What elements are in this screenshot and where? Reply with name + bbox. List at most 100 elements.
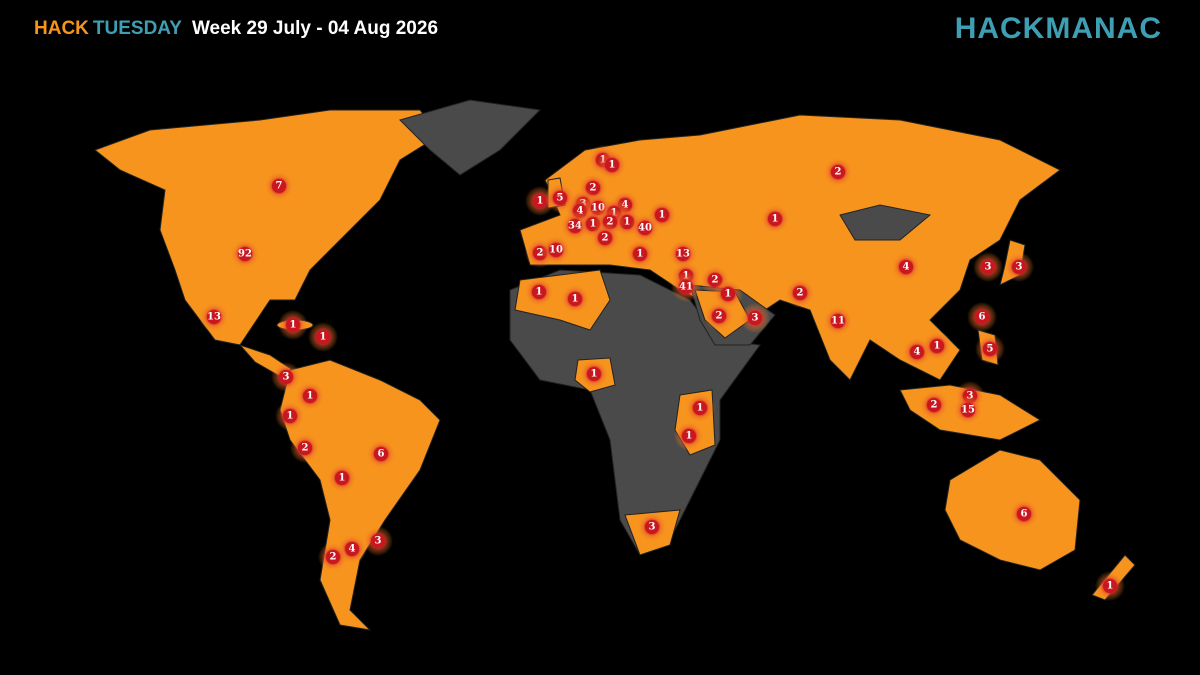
marker-count: 6 bbox=[979, 312, 986, 323]
marker bbox=[279, 370, 293, 384]
marker bbox=[283, 409, 297, 423]
marker bbox=[910, 345, 924, 359]
marker-count: 4 bbox=[349, 544, 356, 555]
marker bbox=[207, 310, 221, 324]
marker-count: 1 bbox=[320, 332, 327, 343]
marker-count: 2 bbox=[716, 311, 723, 322]
marker-count: 1 bbox=[536, 287, 543, 298]
marker bbox=[983, 342, 997, 356]
marker-count: 3 bbox=[752, 313, 759, 324]
marker bbox=[598, 231, 612, 245]
marker bbox=[831, 165, 845, 179]
marker bbox=[975, 310, 989, 324]
marker-count: 2 bbox=[712, 275, 719, 286]
marker-count: 1 bbox=[1107, 581, 1114, 592]
marker bbox=[693, 401, 707, 415]
south-america bbox=[279, 359, 441, 631]
marker bbox=[981, 260, 995, 274]
marker-count: 6 bbox=[378, 449, 385, 460]
marker-count: 3 bbox=[985, 262, 992, 273]
marker bbox=[286, 318, 300, 332]
marker bbox=[721, 287, 735, 301]
marker-count: 6 bbox=[1021, 509, 1028, 520]
marker bbox=[930, 339, 944, 353]
marker-count: 3 bbox=[1016, 262, 1023, 273]
marker bbox=[605, 158, 619, 172]
marker-count: 1 bbox=[287, 411, 294, 422]
marker bbox=[831, 314, 845, 328]
marker-count: 4 bbox=[914, 347, 921, 358]
markers: 7921311311261423152113410411134124022101… bbox=[199, 145, 1125, 601]
marker-count: 2 bbox=[797, 288, 804, 299]
marker-count: 1 bbox=[307, 391, 314, 402]
marker bbox=[335, 471, 349, 485]
marker bbox=[532, 285, 546, 299]
marker bbox=[682, 429, 696, 443]
marker bbox=[961, 403, 975, 417]
marker-count: 7 bbox=[276, 181, 283, 192]
marker-count: 2 bbox=[602, 233, 609, 244]
marker bbox=[587, 367, 601, 381]
marker-count: 1 bbox=[572, 294, 579, 305]
marker-count: 13 bbox=[676, 249, 690, 260]
brand-first: HACK bbox=[34, 18, 89, 39]
brand-second: TUESDAY bbox=[92, 18, 182, 39]
marker bbox=[549, 243, 563, 257]
marker-count: 1 bbox=[624, 217, 631, 228]
marker-count: 13 bbox=[207, 312, 221, 323]
marker bbox=[303, 389, 317, 403]
mongolia bbox=[839, 204, 932, 241]
marker bbox=[298, 441, 312, 455]
marker-count: 2 bbox=[537, 248, 544, 259]
marker bbox=[655, 208, 669, 222]
marker bbox=[793, 286, 807, 300]
marker-count: 1 bbox=[290, 320, 297, 331]
marker bbox=[553, 191, 567, 205]
marker-count: 4 bbox=[577, 206, 584, 217]
marker bbox=[533, 194, 547, 208]
marker bbox=[238, 247, 252, 261]
marker bbox=[272, 179, 286, 193]
marker bbox=[712, 309, 726, 323]
marker bbox=[633, 247, 647, 261]
marker-count: 34 bbox=[568, 221, 582, 232]
marker-count: 41 bbox=[679, 282, 693, 293]
marker-count: 40 bbox=[638, 223, 652, 234]
marker-count: 92 bbox=[238, 249, 252, 260]
marker-count: 10 bbox=[549, 245, 563, 256]
marker bbox=[768, 212, 782, 226]
marker bbox=[316, 330, 330, 344]
marker-count: 1 bbox=[697, 403, 704, 414]
marker-count: 1 bbox=[537, 196, 544, 207]
marker bbox=[345, 542, 359, 556]
marker-count: 1 bbox=[637, 249, 644, 260]
marker-count: 1 bbox=[934, 341, 941, 352]
marker-count: 2 bbox=[302, 443, 309, 454]
marker-count: 2 bbox=[607, 217, 614, 228]
marker-count: 1 bbox=[725, 289, 732, 300]
marker bbox=[679, 280, 693, 294]
marker bbox=[1103, 579, 1117, 593]
marker bbox=[645, 520, 659, 534]
marker-count: 1 bbox=[339, 473, 346, 484]
marker bbox=[1017, 507, 1031, 521]
marker-count: 2 bbox=[330, 552, 337, 563]
marker-count: 1 bbox=[659, 210, 666, 221]
marker bbox=[927, 398, 941, 412]
header: HACK TUESDAY Week 29 July - 04 Aug 2026 bbox=[34, 18, 438, 40]
marker-count: 5 bbox=[987, 344, 994, 355]
marker-count: 3 bbox=[375, 536, 382, 547]
marker-count: 5 bbox=[557, 193, 564, 204]
marker-count: 2 bbox=[590, 183, 597, 194]
logo: HACKMANAC bbox=[954, 12, 1162, 45]
marker bbox=[326, 550, 340, 564]
marker bbox=[899, 260, 913, 274]
marker-count: 3 bbox=[283, 372, 290, 383]
marker-count: 1 bbox=[590, 219, 597, 230]
marker-count: 3 bbox=[649, 522, 656, 533]
marker-count: 4 bbox=[903, 262, 910, 273]
marker-count: 1 bbox=[772, 214, 779, 225]
marker-count: 1 bbox=[686, 431, 693, 442]
marker bbox=[638, 221, 652, 235]
